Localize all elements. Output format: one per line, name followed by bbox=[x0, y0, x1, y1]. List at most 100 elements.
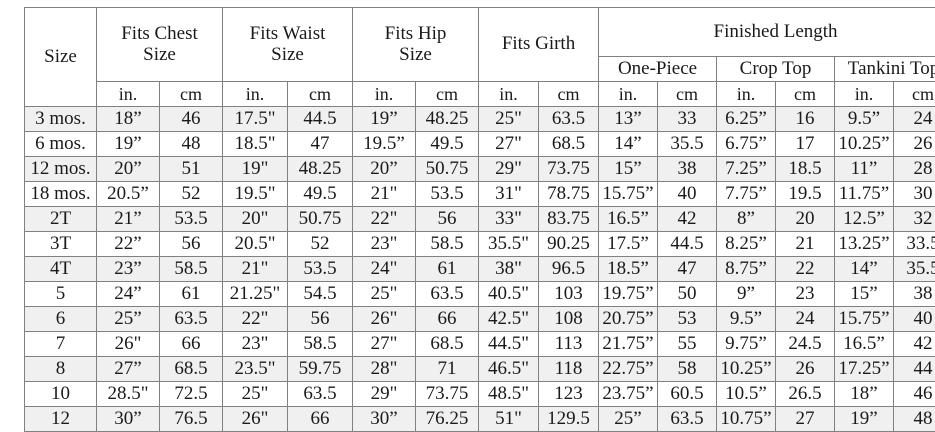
table-cell: 26" bbox=[223, 407, 288, 432]
table-cell: 23 bbox=[776, 282, 835, 307]
table-cell: 19.5” bbox=[353, 132, 416, 157]
table-header: Size Fits Chest Size Fits Waist Size Fit… bbox=[25, 8, 935, 107]
table-cell: 20.5" bbox=[223, 232, 288, 257]
header-unit-onepiece-cm: cm bbox=[658, 82, 717, 107]
table-cell: 21.25" bbox=[223, 282, 288, 307]
table-cell: 22" bbox=[223, 307, 288, 332]
table-cell: 11.75” bbox=[835, 182, 894, 207]
header-group-fits-waist-line1: Fits Waist bbox=[250, 23, 326, 44]
table-cell: 6.75” bbox=[717, 132, 776, 157]
table-cell: 16.5” bbox=[835, 332, 894, 357]
table-cell: 46 bbox=[160, 107, 223, 132]
table-cell: 24.5 bbox=[776, 332, 835, 357]
header-group-fits-chest: Fits Chest Size bbox=[97, 8, 223, 82]
table-cell: 33" bbox=[479, 207, 539, 232]
table-cell: 16 bbox=[776, 107, 835, 132]
table-cell: 48.25 bbox=[416, 107, 479, 132]
table-cell: 19” bbox=[353, 107, 416, 132]
table-cell: 26 bbox=[894, 132, 935, 157]
table-cell: 21" bbox=[353, 182, 416, 207]
table-cell: 16.5” bbox=[599, 207, 658, 232]
table-cell: 58.5 bbox=[160, 257, 223, 282]
table-cell: 18.5" bbox=[223, 132, 288, 157]
table-cell: 19" bbox=[223, 157, 288, 182]
header-subgroup-crop-top: Crop Top bbox=[717, 57, 835, 82]
table-cell: 27” bbox=[97, 357, 160, 382]
table-cell: 17 bbox=[776, 132, 835, 157]
table-cell: 26 bbox=[776, 357, 835, 382]
table-cell: 9.75” bbox=[717, 332, 776, 357]
table-cell: 19.5" bbox=[223, 182, 288, 207]
table-cell: 28 bbox=[894, 157, 935, 182]
table-cell: 50.75 bbox=[288, 207, 353, 232]
table-cell: 8.75” bbox=[717, 257, 776, 282]
table-cell: 27 bbox=[776, 407, 835, 432]
row-size-label: 12 mos. bbox=[25, 157, 97, 182]
table-cell: 40 bbox=[658, 182, 717, 207]
table-cell: 15.75” bbox=[599, 182, 658, 207]
table-cell: 26.5 bbox=[776, 382, 835, 407]
table-cell: 23.5" bbox=[223, 357, 288, 382]
table-cell: 20.75” bbox=[599, 307, 658, 332]
header-group-fits-hip-line1: Fits Hip bbox=[385, 23, 447, 44]
header-group-fits-girth: Fits Girth bbox=[479, 8, 599, 82]
table-cell: 26" bbox=[353, 307, 416, 332]
row-size-label: 3 mos. bbox=[25, 107, 97, 132]
table-cell: 17.5" bbox=[223, 107, 288, 132]
table-cell: 68.5 bbox=[539, 132, 599, 157]
table-cell: 9” bbox=[717, 282, 776, 307]
table-cell: 19” bbox=[835, 407, 894, 432]
table-cell: 40.5" bbox=[479, 282, 539, 307]
table-cell: 63.5 bbox=[658, 407, 717, 432]
table-cell: 20 bbox=[776, 207, 835, 232]
header-group-fits-chest-line1: Fits Chest bbox=[121, 23, 198, 44]
header-group-fits-waist-line2: Size bbox=[271, 44, 304, 65]
table-cell: 21" bbox=[223, 257, 288, 282]
table-cell: 68.5 bbox=[416, 332, 479, 357]
table-cell: 18.5 bbox=[776, 157, 835, 182]
table-cell: 10.25” bbox=[835, 132, 894, 157]
table-cell: 24 bbox=[894, 107, 935, 132]
header-group-fits-hip: Fits Hip Size bbox=[353, 8, 479, 82]
table-cell: 47 bbox=[288, 132, 353, 157]
table-cell: 33.5 bbox=[894, 232, 935, 257]
table-cell: 30” bbox=[97, 407, 160, 432]
table-cell: 53 bbox=[658, 307, 717, 332]
table-cell: 25” bbox=[97, 307, 160, 332]
table-cell: 73.75 bbox=[539, 157, 599, 182]
table-cell: 53.5 bbox=[416, 182, 479, 207]
row-size-label: 10 bbox=[25, 382, 97, 407]
table-cell: 42.5" bbox=[479, 307, 539, 332]
table-cell: 78.75 bbox=[539, 182, 599, 207]
table-cell: 63.5 bbox=[539, 107, 599, 132]
table-cell: 56 bbox=[160, 232, 223, 257]
table-cell: 23” bbox=[97, 257, 160, 282]
header-unit-waist-in: in. bbox=[223, 82, 288, 107]
table-cell: 20.5” bbox=[97, 182, 160, 207]
table-cell: 72.5 bbox=[160, 382, 223, 407]
header-subgroup-one-piece: One-Piece bbox=[599, 57, 717, 82]
table-cell: 108 bbox=[539, 307, 599, 332]
table-cell: 48.5" bbox=[479, 382, 539, 407]
table-cell: 48.25 bbox=[288, 157, 353, 182]
table-cell: 76.25 bbox=[416, 407, 479, 432]
table-cell: 66 bbox=[416, 307, 479, 332]
table-cell: 83.75 bbox=[539, 207, 599, 232]
table-cell: 63.5 bbox=[416, 282, 479, 307]
table-cell: 21.75” bbox=[599, 332, 658, 357]
table-cell: 21 bbox=[776, 232, 835, 257]
table-cell: 24” bbox=[97, 282, 160, 307]
table-cell: 9.5” bbox=[717, 307, 776, 332]
row-size-label: 12 bbox=[25, 407, 97, 432]
header-group-fits-chest-line2: Size bbox=[143, 44, 176, 65]
table-cell: 63.5 bbox=[288, 382, 353, 407]
table-cell: 21” bbox=[97, 207, 160, 232]
table-cell: 60.5 bbox=[658, 382, 717, 407]
table-cell: 24" bbox=[353, 257, 416, 282]
